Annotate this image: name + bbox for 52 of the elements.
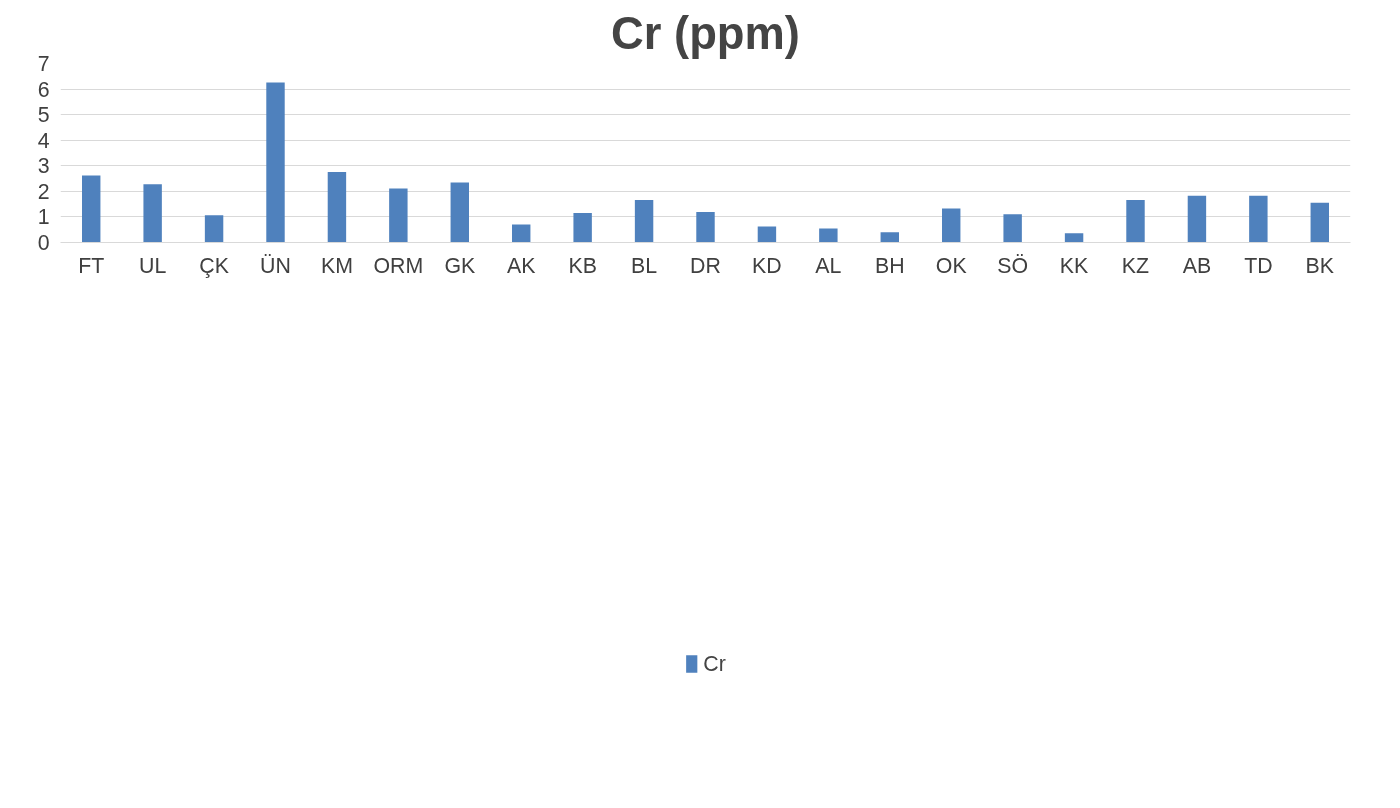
bar <box>1249 195 1268 243</box>
y-tick-label: 4 <box>37 128 50 153</box>
x-tick-label: AL <box>815 253 842 278</box>
bar <box>1064 233 1084 243</box>
y-tick-label: 5 <box>37 103 50 128</box>
x-tick-label: UL <box>139 253 167 278</box>
x-tick-label: ÜN <box>260 253 291 278</box>
y-tick-label: 0 <box>37 231 50 255</box>
x-tick-label: KK <box>1059 253 1089 278</box>
x-tick-label: GK <box>444 253 476 278</box>
x-tick-label: BL <box>631 253 658 278</box>
x-tick-label: OK <box>935 253 967 278</box>
bar <box>389 188 408 243</box>
y-tick-label: 6 <box>37 77 50 102</box>
x-tick-label: AK <box>506 253 536 278</box>
x-tick-label: FT <box>78 253 105 278</box>
legend-label: Cr <box>703 651 726 677</box>
bar <box>757 226 777 243</box>
bar <box>266 82 285 243</box>
x-tick-label: BH <box>874 253 905 278</box>
y-tick-label: 1 <box>37 205 50 230</box>
bar <box>1126 200 1145 243</box>
bar <box>143 184 162 243</box>
bar <box>450 182 469 243</box>
bar <box>634 200 654 243</box>
bar <box>1310 202 1329 243</box>
bar <box>1187 195 1207 243</box>
x-tick-label: BK <box>1305 253 1335 278</box>
bar <box>880 232 899 243</box>
x-tick-label: SÖ <box>997 253 1029 278</box>
y-tick-label: 3 <box>37 154 50 179</box>
bar <box>327 171 347 243</box>
bar <box>512 224 531 243</box>
x-tick-label: KZ <box>1121 253 1150 278</box>
x-tick-label: TD <box>1244 253 1273 278</box>
bar <box>942 208 961 243</box>
y-tick-label: 7 <box>37 52 50 76</box>
x-tick-label: KD <box>752 253 782 278</box>
bar <box>1003 214 1022 243</box>
chart-title: Cr (ppm) <box>611 7 800 59</box>
x-tick-label: KB <box>568 253 597 278</box>
x-tick-label: DR <box>690 253 721 278</box>
x-tick-label: KM <box>320 253 353 278</box>
bar <box>82 175 101 243</box>
bar <box>204 215 224 243</box>
bar <box>819 228 838 243</box>
bar <box>573 213 592 243</box>
bar <box>696 212 715 243</box>
x-tick-label: AB <box>1182 253 1212 278</box>
y-tick-label: 2 <box>37 179 50 204</box>
x-tick-label: ORM <box>373 253 424 278</box>
x-tick-label: ÇK <box>199 253 229 278</box>
